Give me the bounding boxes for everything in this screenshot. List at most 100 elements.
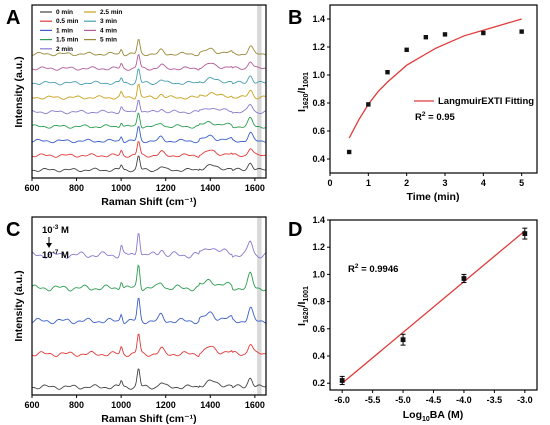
panel-b-legend-label: LangmuirEXTI Fitting (438, 96, 534, 107)
panel-a-spectra (31, 39, 266, 173)
panel-c-letter: C (6, 219, 20, 241)
panel-a-spectrum-line (31, 68, 266, 86)
panel-c-x-label: Raman Shift (cm⁻¹) (101, 413, 196, 425)
y-tick-label: 0.2 (312, 378, 325, 388)
panel-a-spectrum-line (32, 39, 266, 57)
y-tick-label: 0.4 (312, 351, 325, 361)
x-tick-label: 4 (481, 178, 486, 188)
panel-a-spectrum-line (31, 141, 266, 158)
x-tick-label: -5.0 (395, 395, 411, 405)
x-tick-label: 0 (327, 178, 332, 188)
legend-entry: 5 min (100, 37, 117, 44)
y-tick-label: 0.4 (312, 154, 325, 164)
panel-a-frame (31, 4, 267, 179)
x-tick-label: 1000 (111, 400, 131, 410)
data-point (366, 102, 371, 107)
data-point (385, 70, 390, 75)
panel-a-highlight-band (257, 5, 262, 178)
x-tick-label: 800 (69, 183, 84, 193)
panel-a-spectrum-line (31, 54, 266, 71)
x-tick-label: -4.0 (456, 395, 472, 405)
y-tick-label: 0.8 (312, 98, 325, 108)
y-tick-label: 1.0 (312, 70, 325, 80)
panel-d-x-ticks: -6.0 -5.5 -5.0 -4.5 -4.0 -3.5 -3.0 (334, 390, 533, 405)
data-point (481, 30, 486, 36)
panel-b-r2: R2 = 0.95 (415, 111, 456, 123)
legend-entry: 1.5 min (56, 37, 78, 44)
data-point (461, 276, 467, 281)
data-point (346, 149, 352, 155)
data-point (400, 337, 406, 343)
panel-a-spectrum-line (31, 83, 266, 100)
data-point (519, 29, 524, 34)
panel-a-y-label: Intensity (a.u.) (13, 56, 25, 127)
data-point (339, 378, 345, 383)
panel-c-spectrum-line (31, 233, 266, 259)
panel-a-legend: 0 min 0.5 min 1 min 1.5 min 2 min 2.5 min 3 mi… (40, 9, 122, 53)
x-tick-label: 600 (24, 183, 39, 193)
panel-c-frame (31, 216, 267, 396)
panel-d-points (339, 227, 528, 386)
panel-c-spectrum-line (31, 368, 266, 390)
x-tick-label: 2 (404, 178, 409, 188)
data-point (522, 231, 528, 236)
y-tick-label: 1.2 (312, 42, 325, 52)
panel-b-fit-curve (348, 18, 522, 139)
y-tick-label: 1.0 (312, 269, 325, 279)
x-tick-label: 1200 (156, 400, 176, 410)
y-tick-label: 0.6 (312, 126, 325, 136)
legend-entry: 1 min (56, 27, 73, 34)
x-tick-label: 1200 (156, 183, 176, 193)
panel-c-x-ticks: 600 800 1000 1200 1400 1600 (24, 395, 265, 410)
x-tick-label: 3 (442, 178, 447, 188)
panel-c-highlight-band (257, 217, 262, 395)
panel-c-annotation-top: 10-3 M (42, 224, 69, 236)
panel-a-spectrum-line (31, 100, 266, 115)
data-point (442, 32, 448, 37)
panel-a-letter: A (6, 7, 20, 29)
y-tick-label: 1.4 (312, 215, 325, 225)
panel-b-letter: B (288, 7, 302, 29)
panel-b-x-label: Time (min) (407, 191, 460, 203)
x-tick-label: 5 (519, 178, 524, 188)
panel-a-spectrum-line (31, 155, 266, 173)
x-tick-label: -6.0 (334, 395, 350, 405)
legend-entry: 0 min (56, 9, 73, 16)
panel-c-spectrum-line (31, 297, 266, 325)
panel-c-spectra (31, 233, 266, 390)
panel-d-x-label: Log10BA (M) (403, 409, 463, 423)
x-tick-label: -3.0 (517, 395, 533, 405)
panel-a-x-label: Raman Shift (cm⁻¹) (101, 196, 196, 208)
panel-d-y-label: I1620/I1001 (296, 286, 310, 326)
panel-d-fit-line (341, 230, 526, 384)
x-tick-label: 1600 (245, 183, 265, 193)
x-tick-label: 600 (24, 400, 39, 410)
legend-entry: 0.5 min (56, 18, 78, 25)
panel-d-r2: R2 = 0.9946 (348, 263, 398, 275)
panel-c-annotation-bottom: 10-7 M (42, 249, 69, 261)
y-tick-label: 0.6 (312, 324, 325, 334)
x-tick-label: 1 (366, 178, 371, 188)
panel-d-letter: D (288, 219, 302, 241)
data-point (423, 35, 429, 40)
x-tick-label: 1000 (111, 183, 131, 193)
x-tick-label: 800 (69, 400, 84, 410)
panel-c-y-label: Intensity (a.u.) (13, 270, 25, 341)
y-tick-label: 1.2 (312, 242, 325, 252)
panel-b-y-label: I1620/I1001 (296, 72, 310, 112)
panel-b-frame (329, 4, 538, 174)
panel-a-x-ticks: 600 800 1000 1200 1400 1600 (24, 178, 265, 193)
x-tick-label: -5.5 (365, 395, 381, 405)
panel-b-y-ticks: 0.4 0.6 0.8 1.0 1.2 1.4 (312, 14, 330, 164)
panel-d-frame (329, 219, 538, 391)
panel-d-y-ticks: 0.2 0.4 0.6 0.8 1.0 1.2 1.4 (312, 215, 330, 388)
panel-a-spectrum-line (31, 112, 266, 129)
panel-c-spectrum-line (31, 333, 266, 358)
legend-entry: 3 min (100, 18, 117, 25)
legend-entry: 2.5 min (100, 9, 122, 16)
panel-c-annotation-arrowhead (46, 243, 52, 248)
panel-c: C 600 800 1000 1200 1400 1600 10-3 M 10-7 M R… (6, 216, 267, 425)
x-tick-label: 1600 (245, 400, 265, 410)
data-point (404, 47, 409, 52)
panel-d: D -6.0 -5.5 -5.0 -4.5 -4.0 -3.5 -3.0 0.2 0.4 0.6… (288, 215, 538, 423)
